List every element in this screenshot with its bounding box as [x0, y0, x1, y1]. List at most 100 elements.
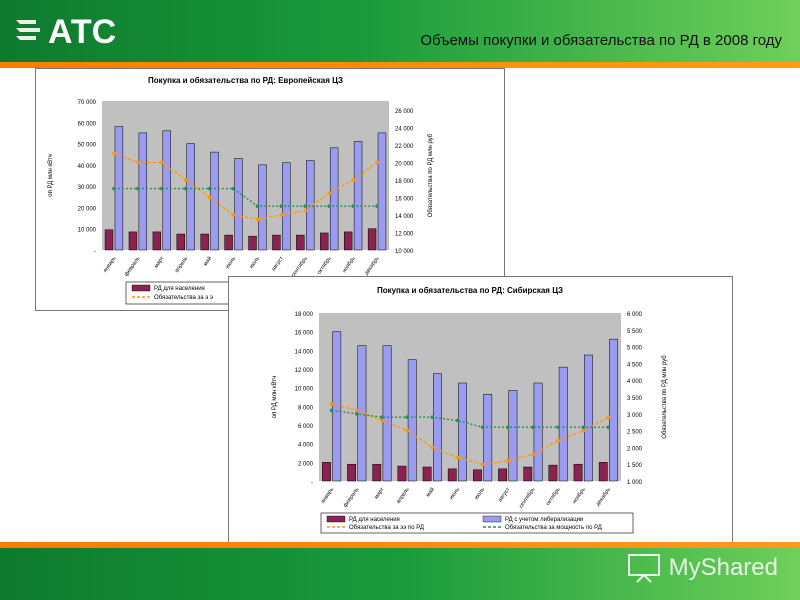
bar-population — [422, 466, 432, 482]
page-title: Объемы покупки и обязательства по РД в 2… — [420, 32, 782, 49]
point-energy — [231, 213, 236, 217]
bar-population — [248, 235, 257, 251]
x-tick-label: декабрь — [595, 487, 612, 508]
point-energy — [255, 217, 260, 222]
y-right-tick-label: 14 000 — [395, 214, 414, 220]
point-capacity — [556, 425, 560, 430]
point-capacity — [430, 415, 435, 419]
point-energy — [207, 195, 212, 200]
y-tick-label: 12 000 — [295, 368, 314, 374]
y-axis-label: оп РД млн кВтч — [48, 154, 54, 197]
x-tick-label: май — [202, 255, 213, 267]
bar-population — [200, 233, 209, 251]
bar-population — [367, 228, 377, 251]
legend-label: РД для населения — [349, 517, 400, 523]
x-tick-label: апрель — [174, 256, 189, 274]
point-capacity — [159, 186, 164, 191]
legend-label: Обязательства за мощность по РД — [505, 525, 602, 531]
y-tick-label: 50 000 — [78, 143, 97, 149]
point-capacity — [303, 204, 308, 208]
y-right-tick-label: 22 000 — [395, 144, 414, 150]
point-capacity — [231, 186, 236, 191]
bar-population — [397, 465, 407, 482]
bar-population — [573, 463, 583, 482]
y-tick-label: 70 000 — [78, 100, 97, 106]
y-right-tick-label: 10 000 — [395, 249, 414, 255]
point-energy — [327, 191, 332, 195]
y-right-tick-label: 16 000 — [395, 196, 414, 202]
point-energy — [279, 213, 284, 217]
point-capacity — [480, 425, 485, 430]
legend-label: Обязательства за э э — [154, 295, 213, 301]
x-tick-label: апрель — [395, 487, 410, 505]
y-right-tick-label: 1 000 — [627, 480, 643, 486]
bar-liberalization — [162, 130, 171, 251]
y-tick-label: 20 000 — [78, 206, 97, 212]
point-energy — [581, 428, 586, 433]
point-energy — [329, 401, 334, 406]
x-tick-label: январь — [320, 487, 335, 505]
y-tick-label: 30 000 — [78, 185, 97, 191]
point-capacity — [354, 412, 359, 416]
line-capacity-obligations — [114, 187, 377, 207]
bar-liberalization — [533, 382, 543, 482]
y-tick-label: 10 000 — [295, 387, 314, 393]
legend-swatch — [131, 284, 151, 292]
y-right-axis-label: Обязательства по РД млн руб — [662, 355, 668, 439]
bar-population — [224, 234, 233, 251]
y-right-tick-label: 5 500 — [627, 329, 643, 335]
point-capacity — [375, 204, 379, 208]
bar-liberalization — [558, 366, 568, 482]
x-tick-label: май — [424, 486, 435, 498]
bar-population — [152, 231, 162, 251]
bar-population — [104, 229, 114, 251]
y-tick-label: 40 000 — [78, 164, 97, 170]
bar-population — [272, 234, 281, 251]
y-right-tick-label: 1 500 — [627, 463, 643, 469]
x-tick-label: октябрь — [316, 256, 333, 276]
legend-label: РД для населения — [154, 286, 205, 292]
bar-population — [598, 462, 608, 482]
legend-label: Обязательства за ээ по РД — [349, 525, 424, 531]
footer-band — [0, 548, 800, 600]
y-right-tick-label: 26 000 — [395, 109, 414, 115]
x-tick-label: июнь — [225, 256, 238, 270]
x-tick-label: февраль — [124, 256, 142, 278]
x-tick-label: август — [497, 486, 511, 503]
y-right-tick-label: 4 500 — [627, 362, 643, 368]
bar-liberalization — [210, 151, 219, 251]
point-capacity — [531, 425, 535, 430]
bar-liberalization — [186, 143, 195, 251]
point-capacity — [136, 186, 140, 191]
point-capacity — [455, 418, 460, 423]
y-tick-label: - — [94, 249, 96, 255]
point-capacity — [329, 408, 334, 413]
bar-liberalization — [138, 132, 148, 251]
y-right-tick-label: 5 000 — [627, 346, 643, 352]
bar-population — [322, 462, 331, 482]
bar-liberalization — [433, 373, 442, 482]
bar-population — [548, 464, 558, 482]
legend-swatch — [482, 515, 502, 523]
bar-population — [320, 232, 329, 251]
point-capacity — [405, 415, 409, 419]
point-capacity — [327, 204, 332, 208]
chart-european-zone: Покупка и обязательства по РД: Европейск… — [35, 68, 505, 311]
point-capacity — [581, 425, 586, 430]
y-tick-label: 16 000 — [295, 331, 314, 337]
point-energy — [136, 160, 140, 165]
presentation-icon — [627, 554, 660, 583]
plot-area — [102, 101, 389, 250]
chart-siberian-zone: Покупка и обязательства по РД: Сибирская… — [228, 276, 733, 544]
y-right-tick-label: 24 000 — [395, 126, 414, 132]
bar-liberalization — [609, 338, 618, 482]
point-energy — [303, 208, 308, 213]
x-tick-label: март — [374, 486, 386, 500]
bar-population — [523, 466, 533, 482]
legend-swatch — [326, 515, 346, 523]
chart-siberian-svg: Покупка и обязательства по РД: Сибирская… — [272, 286, 668, 534]
y-tick-label: 14 000 — [295, 349, 314, 355]
y-right-tick-label: 12 000 — [395, 231, 414, 237]
x-tick-label: декабрь — [364, 256, 381, 277]
bar-liberalization — [483, 393, 493, 482]
